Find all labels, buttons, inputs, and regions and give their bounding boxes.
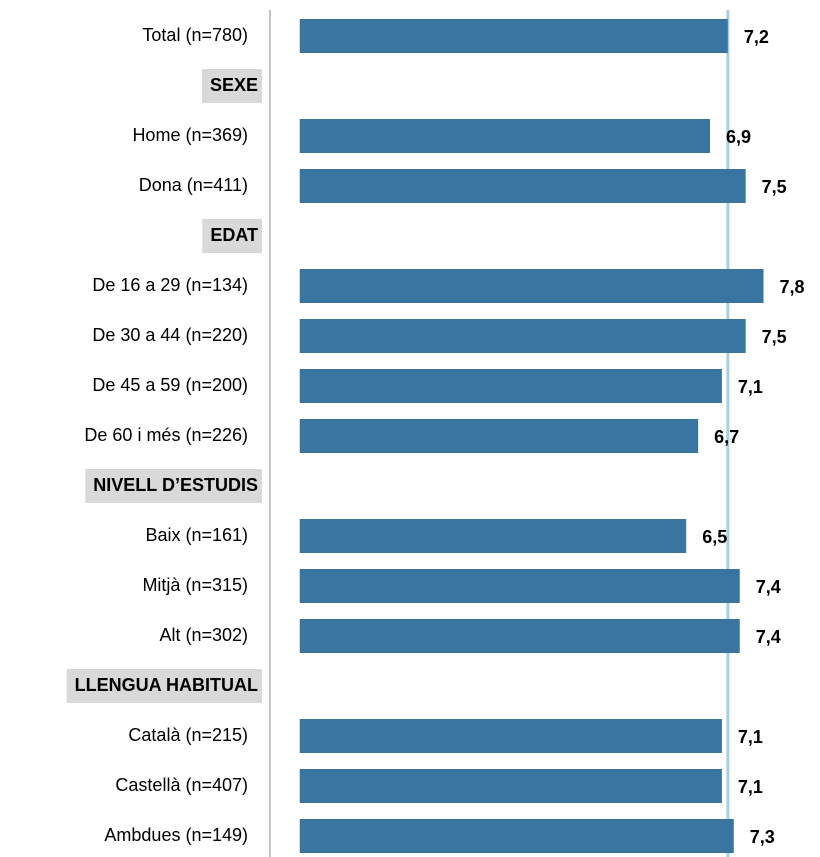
group-header-box (85, 469, 262, 503)
group-header-box (202, 219, 262, 253)
group-header-label: EDAT (210, 225, 258, 245)
group-header: SEXE (201, 69, 262, 103)
group-header: NIVELL D’ESTUDIS (85, 469, 262, 503)
group-header-label: LLENGUA HABITUAL (75, 675, 258, 695)
value-label: 7,5 (762, 177, 787, 197)
category-label: Home (n=369) (132, 125, 248, 145)
bar (299, 819, 734, 853)
group-header: EDAT (202, 219, 262, 253)
value-label: 7,5 (762, 327, 787, 347)
category-label: De 16 a 29 (n=134) (92, 275, 248, 295)
group-header-box (66, 669, 262, 703)
category-label: De 30 a 44 (n=220) (92, 325, 248, 345)
category-label: Alt (n=302) (159, 625, 248, 645)
value-label: 7,4 (756, 627, 781, 647)
bar (299, 169, 746, 203)
group-header-box (201, 69, 262, 103)
category-label: De 45 a 59 (n=200) (92, 375, 248, 395)
bar (299, 419, 699, 453)
value-label: 7,8 (780, 277, 805, 297)
value-label: 6,7 (714, 427, 739, 447)
bar (299, 519, 687, 553)
category-label: De 60 i més (n=226) (84, 425, 248, 445)
bar (299, 719, 722, 753)
value-label: 7,1 (738, 727, 763, 747)
bar (299, 319, 746, 353)
category-label: Castellà (n=407) (115, 775, 248, 795)
category-label: Català (n=215) (128, 725, 248, 745)
value-label: 7,1 (738, 377, 763, 397)
value-label: 6,5 (702, 527, 727, 547)
category-label: Total (n=780) (142, 25, 248, 45)
group-header-label: NIVELL D’ESTUDIS (93, 475, 258, 495)
category-label: Mitjà (n=315) (142, 575, 248, 595)
bar (299, 569, 740, 603)
category-label: Baix (n=161) (145, 525, 248, 545)
category-label: Dona (n=411) (139, 175, 248, 195)
bar (299, 369, 722, 403)
value-label: 7,2 (744, 27, 769, 47)
value-label: 7,4 (756, 577, 781, 597)
value-label: 7,3 (750, 827, 775, 847)
bar (299, 619, 740, 653)
group-header-label: SEXE (210, 75, 258, 95)
value-label: 6,9 (726, 127, 751, 147)
category-label: Ambdues (n=149) (104, 825, 248, 845)
group-header: LLENGUA HABITUAL (66, 669, 262, 703)
bar (299, 769, 722, 803)
bar (299, 119, 710, 153)
value-label: 7,1 (738, 777, 763, 797)
bar (299, 19, 728, 53)
bar (299, 269, 764, 303)
